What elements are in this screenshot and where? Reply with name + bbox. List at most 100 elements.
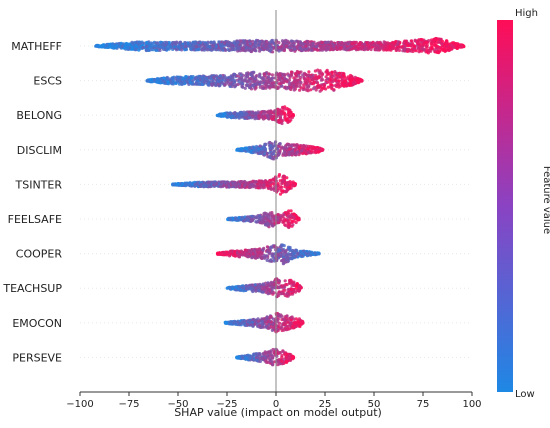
- feature-swarm: [226, 209, 301, 230]
- shap-point: [383, 41, 387, 45]
- shap-point: [167, 47, 171, 51]
- shap-point: [189, 45, 193, 50]
- shap-point: [325, 68, 329, 72]
- shap-point: [278, 115, 283, 119]
- shap-point: [217, 251, 221, 255]
- shap-point: [376, 41, 380, 45]
- shap-point: [147, 43, 151, 47]
- shap-point: [219, 43, 223, 48]
- shap-point: [452, 45, 456, 49]
- shap-point: [240, 113, 244, 117]
- feature-label: TSINTER: [15, 178, 63, 191]
- shap-point: [239, 39, 243, 43]
- shap-point: [322, 47, 326, 51]
- shap-point: [278, 73, 282, 78]
- shap-point: [185, 80, 189, 84]
- feature-swarm: [225, 277, 303, 299]
- shap-point: [265, 221, 269, 225]
- shap-point: [343, 41, 347, 45]
- shap-point: [241, 46, 246, 50]
- shap-point: [438, 40, 442, 44]
- shap-point: [288, 217, 292, 221]
- shap-point: [282, 174, 286, 178]
- shap-point: [299, 86, 303, 90]
- shap-point: [337, 42, 341, 47]
- shap-point: [295, 150, 299, 154]
- shap-point: [288, 180, 292, 184]
- shap-point: [227, 82, 231, 86]
- shap-point: [169, 45, 173, 49]
- shap-point: [332, 44, 336, 48]
- shap-point: [281, 80, 285, 84]
- shap-point: [340, 81, 344, 85]
- shap-point: [327, 40, 331, 44]
- shap-point: [272, 46, 276, 50]
- shap-point: [240, 76, 244, 80]
- shap-point: [386, 41, 390, 45]
- shap-point: [350, 42, 354, 46]
- shap-point: [233, 48, 237, 52]
- shap-point: [280, 243, 285, 247]
- shap-point: [417, 40, 421, 45]
- shap-point: [293, 181, 297, 186]
- shap-point: [324, 40, 328, 45]
- feature-swarm: [235, 140, 325, 161]
- shap-point: [289, 209, 293, 213]
- feature-label: BELONG: [16, 109, 62, 122]
- shap-point: [256, 147, 261, 151]
- shap-point: [247, 254, 251, 258]
- shap-point: [263, 147, 268, 151]
- shap-point: [289, 73, 293, 77]
- shap-point: [432, 38, 436, 42]
- shap-point: [224, 76, 228, 80]
- shap-point: [270, 73, 274, 77]
- shap-point: [348, 45, 352, 49]
- shap-point: [290, 249, 294, 253]
- shap-point: [378, 47, 382, 51]
- shap-point: [314, 75, 318, 79]
- shap-point: [277, 82, 281, 86]
- shap-point: [293, 249, 297, 253]
- shap-point: [236, 40, 240, 45]
- shap-point: [253, 48, 257, 52]
- shap-point: [282, 41, 286, 45]
- shap-point: [376, 44, 380, 48]
- shap-point: [277, 110, 281, 114]
- shap-point: [412, 44, 417, 49]
- shap-point: [228, 112, 232, 116]
- shap-point: [298, 46, 302, 50]
- feature-label: MATHEFF: [11, 40, 62, 53]
- shap-point: [317, 74, 321, 78]
- shap-point: [356, 44, 360, 48]
- shap-point: [248, 180, 252, 184]
- shap-point: [269, 110, 273, 114]
- shap-point: [183, 76, 187, 80]
- shap-point: [266, 117, 271, 121]
- shap-point: [199, 182, 204, 186]
- shap-point: [364, 46, 368, 51]
- shap-point: [257, 115, 261, 119]
- shap-point: [175, 79, 180, 83]
- shap-point: [248, 42, 252, 46]
- shap-point: [242, 219, 246, 223]
- shap-point: [337, 79, 341, 83]
- shap-point: [253, 41, 258, 45]
- shap-point: [299, 149, 304, 153]
- shap-point: [270, 220, 274, 224]
- shap-point: [154, 44, 158, 48]
- shap-point: [310, 147, 314, 151]
- shap-point: [240, 81, 244, 85]
- shap-point: [427, 49, 431, 53]
- shap-point: [299, 80, 303, 85]
- shap-point: [271, 152, 276, 156]
- shap-point: [312, 44, 316, 48]
- shap-point: [188, 42, 192, 46]
- shap-point: [223, 41, 227, 45]
- shap-point: [320, 73, 324, 77]
- feature-label: FEELSAFE: [8, 213, 62, 226]
- shap-point: [232, 111, 236, 115]
- shap-point: [197, 76, 201, 80]
- shap-point: [254, 86, 258, 90]
- shap-point: [205, 45, 209, 49]
- shap-point: [170, 76, 174, 80]
